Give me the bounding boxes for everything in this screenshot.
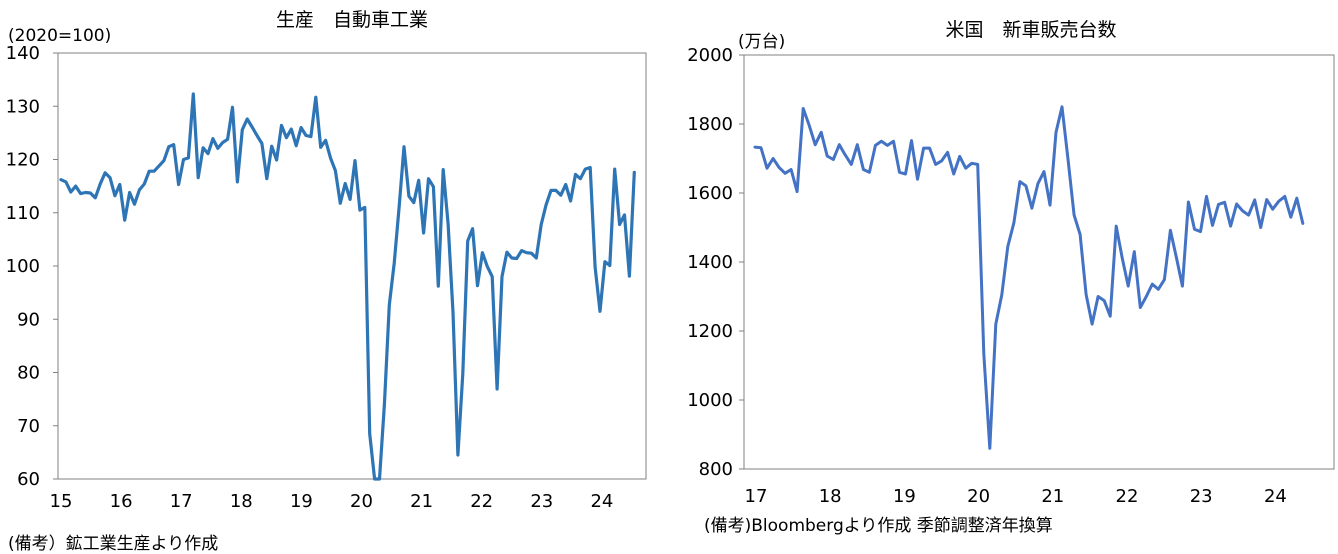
y-tick-label: 1600 <box>687 183 733 204</box>
x-tick-label: 20 <box>967 486 990 507</box>
y-axis: 140 130 120 110 100 90 80 70 60 <box>6 43 58 490</box>
series-line <box>59 92 636 481</box>
plot-area <box>743 54 1335 470</box>
x-tick-label: 17 <box>745 486 768 507</box>
x-tick-label: 23 <box>1190 486 1213 507</box>
y-tick-label: 800 <box>699 459 733 480</box>
y-tick-label: 90 <box>17 309 40 330</box>
x-tick-label: 15 <box>50 491 73 512</box>
y-tick-label: 1000 <box>687 390 733 411</box>
source-note: (備考)Bloombergより作成 季節調整済年換算 <box>704 516 1053 536</box>
x-axis: 17 18 19 20 21 22 23 24 <box>745 486 1287 507</box>
chart-auto-production: 生産 自動車工業 (2020=100) 140 130 120 110 100 90 80 7… <box>6 9 647 554</box>
y-tick-label: 110 <box>6 203 40 224</box>
y-tick-label: 100 <box>6 256 40 277</box>
y-tick-label: 80 <box>17 363 40 384</box>
plot-area <box>57 52 647 480</box>
y-tick-label: 60 <box>17 469 40 490</box>
source-note: (備考）鉱工業生産より作成 <box>8 534 218 554</box>
x-axis: 15 16 17 18 19 20 21 22 23 24 <box>50 491 614 512</box>
unit-label: (2020=100) <box>8 26 111 46</box>
x-tick-label: 23 <box>530 491 553 512</box>
chart-us-auto-sales: 米国 新車販売台数 (万台) 2000 1800 1600 1400 1200 1000 8… <box>687 19 1335 536</box>
y-tick-label: 1400 <box>687 252 733 273</box>
x-tick-label: 22 <box>1116 486 1139 507</box>
x-tick-label: 24 <box>590 491 613 512</box>
y-tick-label: 1200 <box>687 321 733 342</box>
y-axis: 2000 1800 1600 1400 1200 1000 800 <box>687 45 744 480</box>
x-tick-label: 24 <box>1264 486 1287 507</box>
x-tick-label: 18 <box>230 491 253 512</box>
x-tick-label: 22 <box>470 491 493 512</box>
x-tick-label: 20 <box>350 491 373 512</box>
y-tick-label: 130 <box>6 96 40 117</box>
series-layer <box>59 92 636 481</box>
chart-title: 米国 新車販売台数 <box>945 19 1116 41</box>
chart-title: 生産 自動車工業 <box>276 9 428 31</box>
y-tick-label: 120 <box>6 150 40 171</box>
y-tick-label: 70 <box>17 416 40 437</box>
y-tick-label: 140 <box>6 43 40 64</box>
x-tick-label: 21 <box>1041 486 1064 507</box>
y-tick-label: 2000 <box>687 45 733 66</box>
x-tick-label: 17 <box>170 491 193 512</box>
x-tick-label: 19 <box>290 491 313 512</box>
y-tick-label: 1800 <box>687 114 733 135</box>
unit-label: (万台) <box>738 32 785 52</box>
series-line <box>753 105 1305 450</box>
x-tick-label: 18 <box>819 486 842 507</box>
series-layer <box>753 105 1305 450</box>
x-tick-label: 19 <box>893 486 916 507</box>
x-tick-label: 16 <box>110 491 133 512</box>
x-tick-label: 21 <box>410 491 433 512</box>
